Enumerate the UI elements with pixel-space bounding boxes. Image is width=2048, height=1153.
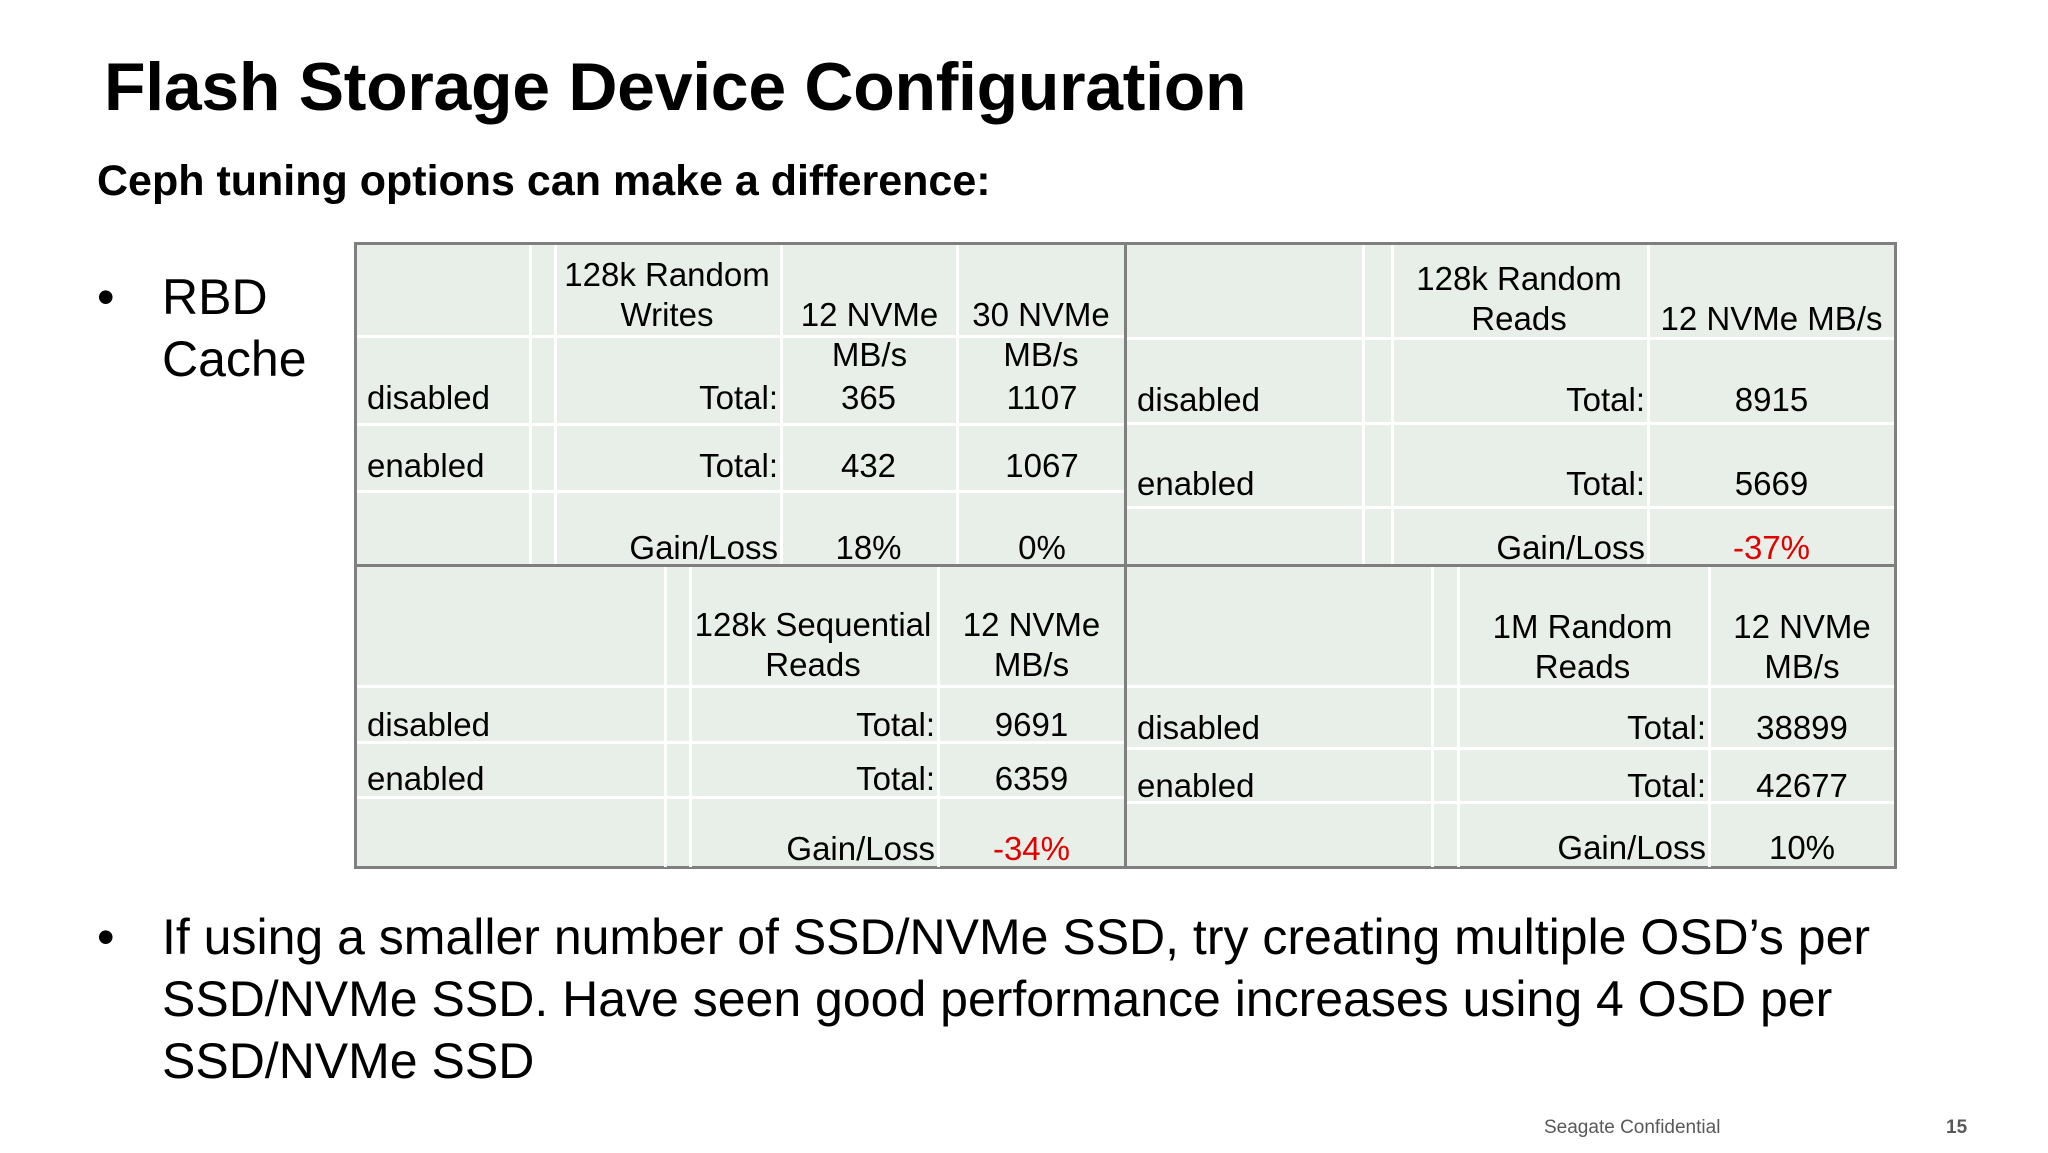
table-1m-random-reads: 1M Random Reads 12 NVMe MB/s disabled To…: [1124, 564, 1897, 869]
table-sequential-reads: 128k Sequential Reads 12 NVMe MB/s disab…: [354, 564, 1127, 869]
header-12-nvme: 12 NVMe MB/s: [800, 296, 939, 373]
slide-title: Flash Storage Device Configuration: [104, 49, 1247, 125]
row-metric: Total:: [856, 706, 935, 743]
row-metric-gain-loss: Gain/Loss: [1496, 529, 1645, 566]
value-cell: 0%: [1018, 529, 1066, 566]
row-metric-gain-loss: Gain/Loss: [786, 830, 935, 867]
header-12-nvme: 12 NVMe MB/s: [962, 606, 1101, 683]
value-cell: 18%: [835, 529, 902, 566]
row-metric: Total:: [1627, 709, 1706, 746]
footer-confidential: Seagate Confidential: [1544, 1117, 1721, 1138]
value-cell: 38899: [1756, 709, 1848, 746]
row-metric: Total:: [1566, 465, 1645, 502]
row-label-disabled: disabled: [367, 379, 490, 416]
header-sequential-reads: 128k Sequential Reads: [694, 606, 932, 683]
value-cell: 42677: [1756, 767, 1848, 804]
row-metric: Total:: [1566, 381, 1645, 418]
table-random-reads: 128k Random Reads 12 NVMe MB/s disabled …: [1124, 242, 1897, 567]
header-1m-random-reads: 1M Random Reads: [1492, 608, 1673, 685]
header-12-nvme: 12 NVMe MB/s: [1733, 608, 1871, 685]
value-cell: 1067: [1005, 447, 1079, 484]
value-cell: 5669: [1734, 465, 1809, 502]
row-metric: Total:: [699, 447, 778, 484]
row-label-enabled: enabled: [367, 760, 485, 797]
row-metric: Total:: [1627, 767, 1706, 804]
value-cell-negative: -34%: [992, 830, 1071, 867]
value-cell: 10%: [1768, 829, 1836, 866]
row-label-disabled: disabled: [1137, 381, 1260, 418]
row-label-disabled: disabled: [1137, 709, 1260, 746]
row-metric: Total:: [699, 379, 778, 416]
page-number: 15: [1946, 1117, 1968, 1138]
value-cell: 365: [840, 379, 897, 416]
bullet-dot: •: [97, 909, 115, 965]
value-cell: 1107: [1006, 379, 1078, 416]
header-random-reads: 128k Random Reads: [1416, 260, 1622, 337]
bullet-dot: •: [97, 269, 115, 325]
row-label-enabled: enabled: [1137, 767, 1255, 804]
value-cell: 432: [840, 447, 897, 484]
row-label-disabled: disabled: [367, 706, 490, 743]
row-metric-gain-loss: Gain/Loss: [629, 529, 778, 566]
row-label-enabled: enabled: [367, 447, 485, 484]
bullet-text: RBD Cache: [162, 269, 307, 387]
bullet-rbd-cache: • RBD Cache: [97, 266, 357, 396]
row-metric-gain-loss: Gain/Loss: [1557, 829, 1706, 866]
row-metric: Total:: [856, 760, 935, 797]
header-30-nvme: 30 NVMe MB/s: [972, 296, 1110, 373]
bullet-text: If using a smaller number of SSD/NVMe SS…: [162, 909, 1871, 1089]
row-label-enabled: enabled: [1137, 465, 1255, 502]
value-cell-negative: -37%: [1732, 529, 1811, 566]
slide-subtitle: Ceph tuning options can make a differenc…: [97, 157, 991, 205]
header-random-writes: 128k Random Writes: [564, 256, 770, 333]
value-cell: 8915: [1734, 381, 1809, 418]
bullet-multiple-osd: • If using a smaller number of SSD/NVMe …: [97, 906, 1997, 1106]
value-cell: 9691: [994, 706, 1069, 743]
value-cell: 6359: [994, 760, 1069, 797]
header-12-nvme: 12 NVMe MB/s: [1660, 300, 1883, 337]
table-random-writes: 128k Random Writes 12 NVMe MB/s 30 NVMe …: [354, 242, 1127, 567]
